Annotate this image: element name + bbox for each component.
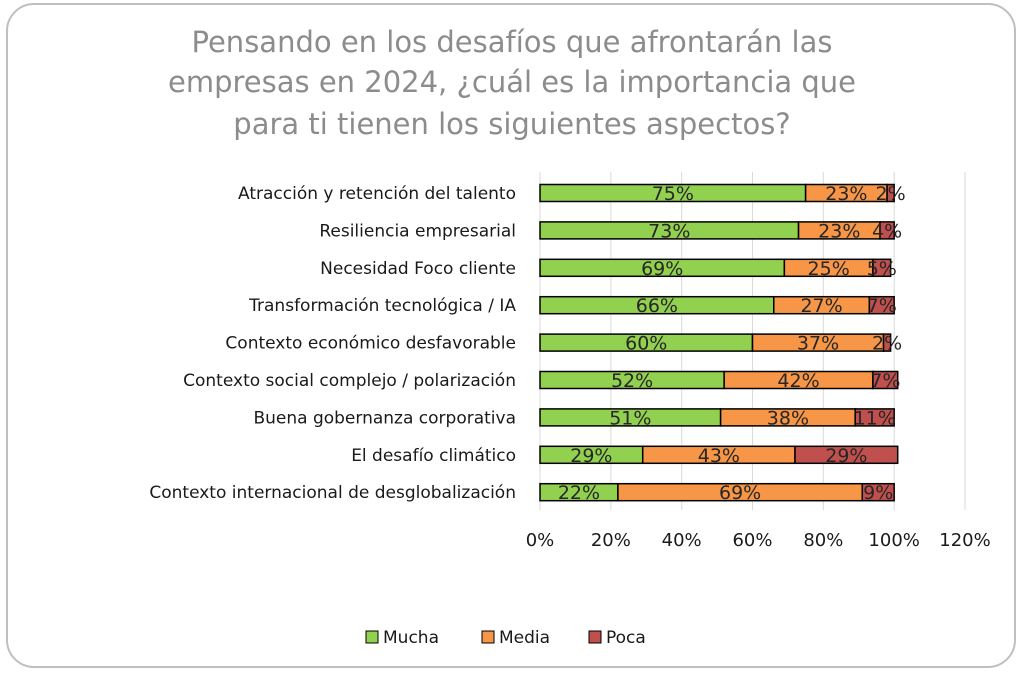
bar-segment xyxy=(886,183,895,203)
data-label: 22% xyxy=(558,482,600,504)
category-label: Contexto económico desfavorable xyxy=(225,334,516,354)
category-label: El desafío climático xyxy=(351,446,516,466)
data-label: 11% xyxy=(854,407,896,429)
x-tick-label: 100% xyxy=(868,530,919,551)
data-label: 38% xyxy=(767,407,809,429)
legend-label: Media xyxy=(499,628,550,648)
data-label: 60% xyxy=(625,333,667,355)
data-label: 2% xyxy=(876,183,906,205)
bars xyxy=(539,183,899,502)
bar-segment xyxy=(882,333,892,352)
x-tick-label: 20% xyxy=(591,530,631,551)
x-tick-label: 40% xyxy=(662,530,702,551)
category-label: Contexto internacional de desglobalizaci… xyxy=(149,483,516,503)
bar-segment xyxy=(868,295,895,315)
legend: Mucha Media Poca xyxy=(365,628,646,648)
x-tick-label: 80% xyxy=(803,530,843,551)
category-label: Transformación tecnológica / IA xyxy=(248,296,516,316)
category-axis: Atracción y retención del talento Resilie… xyxy=(149,184,516,503)
data-label: 7% xyxy=(870,370,900,392)
bar-segment xyxy=(854,408,895,427)
bar-segment xyxy=(872,370,899,390)
data-label: 23% xyxy=(818,220,860,242)
data-label: 7% xyxy=(867,295,897,317)
bar-segment xyxy=(872,258,892,278)
legend-label: Poca xyxy=(606,628,646,648)
chart-title-line-1: Pensando en los desafíos que afrontarán … xyxy=(192,25,833,59)
chart-title: Pensando en los desafíos que afrontarán … xyxy=(168,25,856,141)
data-labels: 75% 23% 2%73% 23% 4%69% 25% 5%66% 27% 7%60% 37% 2%… xyxy=(558,183,906,504)
data-label: 69% xyxy=(641,258,683,280)
bar-segment xyxy=(794,445,899,465)
value-axis: 0% 20% 40% 60% 80% 100% 120% xyxy=(526,530,991,551)
data-label: 23% xyxy=(825,183,867,205)
data-label: 5% xyxy=(867,258,897,280)
data-label: 52% xyxy=(611,370,653,392)
data-label: 73% xyxy=(648,220,690,242)
x-tick-label: 60% xyxy=(732,530,772,551)
data-label: 29% xyxy=(570,445,612,467)
legend-swatch xyxy=(481,630,495,644)
category-label: Atracción y retención del talento xyxy=(238,184,516,204)
x-tick-label: 120% xyxy=(939,530,990,551)
bar-segment xyxy=(861,482,895,502)
data-label: 9% xyxy=(863,482,893,504)
data-label: 27% xyxy=(800,295,842,317)
data-label: 29% xyxy=(825,445,867,467)
data-label: 75% xyxy=(652,183,694,205)
legend-swatch xyxy=(365,630,379,644)
category-label: Necesidad Foco cliente xyxy=(320,259,516,279)
legend-swatch xyxy=(588,630,602,644)
data-label: 51% xyxy=(609,407,651,429)
x-tick-label: 0% xyxy=(526,530,555,551)
data-label: 37% xyxy=(797,333,839,355)
category-label: Contexto social complejo / polarización xyxy=(183,371,516,391)
data-label: 42% xyxy=(777,370,819,392)
data-label: 4% xyxy=(872,220,902,242)
data-label: 66% xyxy=(636,295,678,317)
category-label: Buena gobernanza corporativa xyxy=(253,408,516,428)
chart-title-line-3: para ti tienen los siguientes aspectos? xyxy=(233,107,790,141)
bar-segment xyxy=(879,221,895,240)
category-label: Resiliencia empresarial xyxy=(319,221,516,241)
data-label: 69% xyxy=(719,482,761,504)
chart-title-line-2: empresas en 2024, ¿cuál es la importanci… xyxy=(168,65,856,99)
data-label: 25% xyxy=(808,258,850,280)
legend-label: Mucha xyxy=(383,628,439,648)
data-label: 43% xyxy=(698,445,740,467)
data-label: 2% xyxy=(872,333,902,355)
